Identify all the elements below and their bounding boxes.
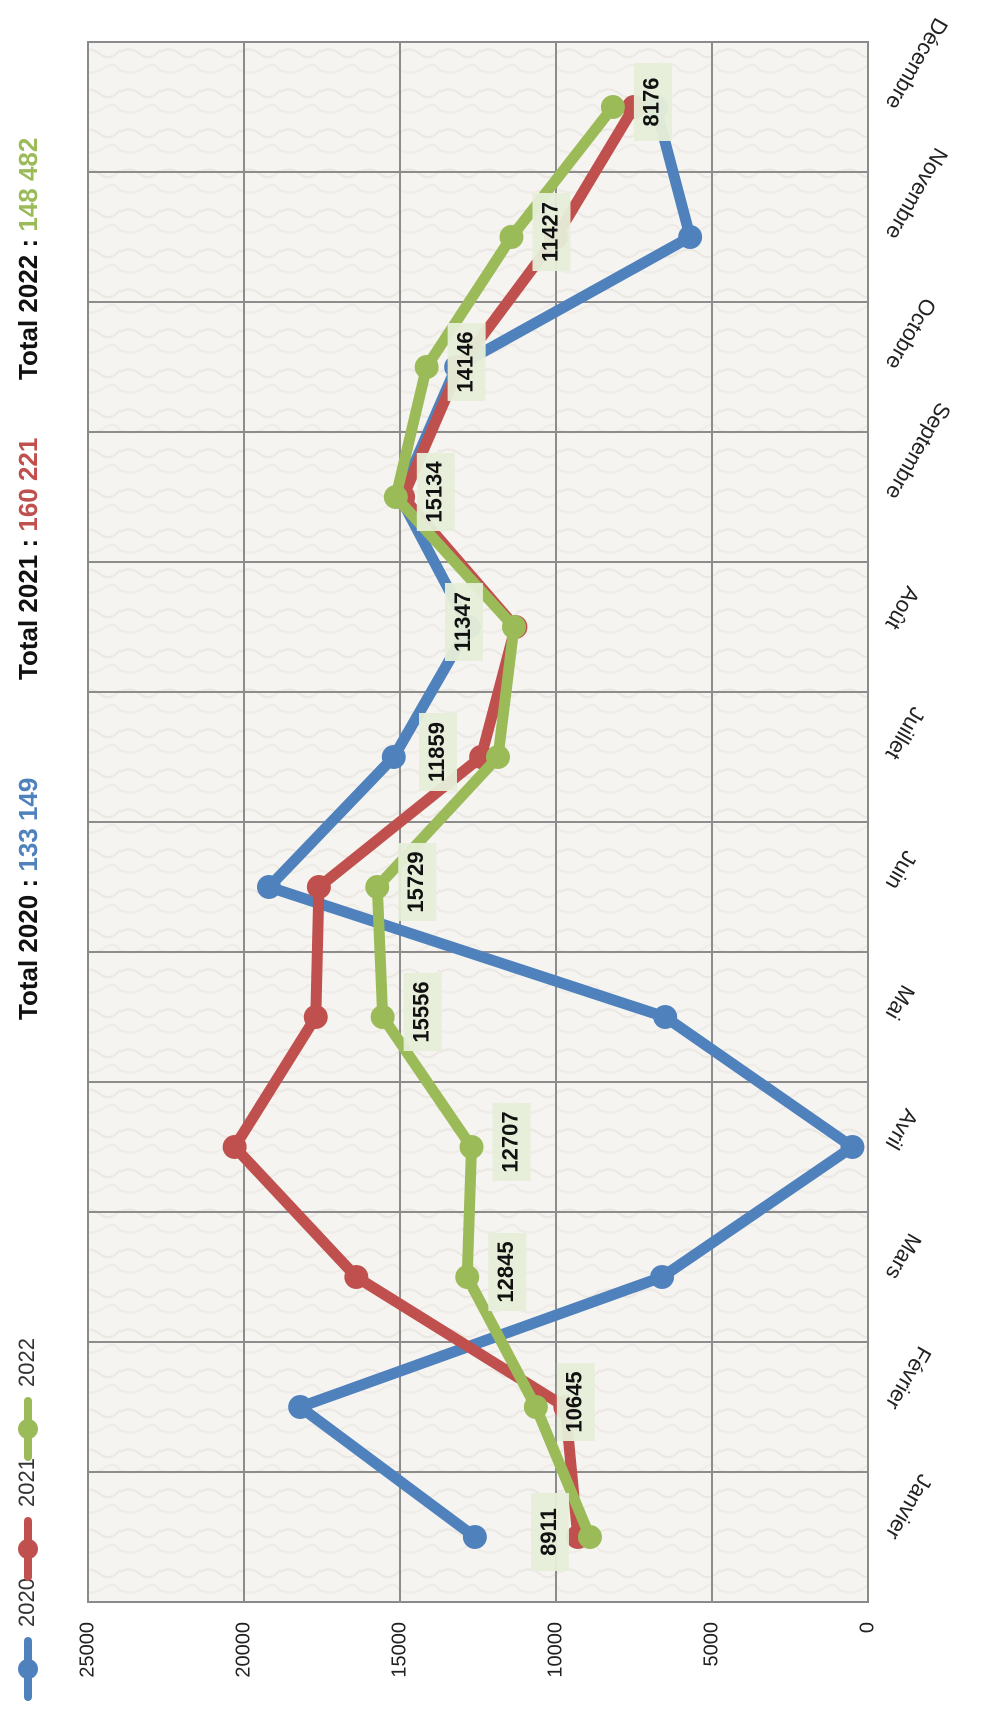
category-label: Juillet: [881, 703, 931, 764]
series-point-2022: [523, 1395, 548, 1419]
series-point-2020: [462, 1525, 487, 1549]
category-label: Décembre: [881, 14, 953, 114]
series-line-2022: [371, 101, 619, 1543]
legend-swatch-dot: [18, 1419, 38, 1439]
legend-label: 2021: [14, 1458, 39, 1507]
tick-label: 15000: [388, 1622, 410, 1678]
total-label: Total 2022 : 148 482: [13, 138, 43, 380]
data-label: 12845: [493, 1241, 518, 1302]
total-value: 160 221: [13, 438, 43, 532]
series-point-2021: [306, 875, 331, 899]
series-point-2021: [344, 1265, 369, 1289]
series-point-2022: [383, 485, 408, 509]
series-point-2021: [303, 1005, 328, 1029]
tick-label: 20000: [232, 1622, 254, 1678]
series-point-2020: [256, 875, 281, 899]
series-point-2022: [365, 875, 390, 899]
data-labels: 8911 10645 12845 12707 15556 15729 11859 11347 1…: [398, 63, 672, 1571]
series-point-2022: [485, 745, 510, 769]
data-label-box: [530, 1493, 569, 1571]
data-label-box: [556, 1363, 595, 1441]
category-label: Juin: [881, 847, 923, 894]
data-label-box: [416, 453, 455, 531]
category-label: Mai: [881, 981, 920, 1024]
data-label-box: [403, 973, 442, 1051]
data-label: 10645: [562, 1371, 587, 1432]
series-point-2022: [455, 1265, 480, 1289]
totals: Total 2020 : 133 149 Total 2021 : 160 221…: [13, 138, 43, 1020]
series-point-2022: [600, 95, 625, 119]
category-axis: Janvier Février Mars Avril Mai Juin Juillet Aoû…: [881, 14, 956, 1544]
series-point-2022: [459, 1135, 484, 1159]
legend-label: 2020: [14, 1578, 39, 1627]
series-point-2022: [414, 355, 439, 379]
series-point-2020: [650, 1265, 675, 1289]
data-label-box: [444, 583, 483, 661]
data-label: 15729: [403, 851, 428, 912]
legend-swatch-dot: [18, 1659, 38, 1679]
data-label: 8911: [536, 1508, 561, 1556]
category-label: Mars: [881, 1229, 927, 1284]
data-label: 12707: [497, 1111, 522, 1172]
data-label-box: [633, 63, 672, 141]
series-point-2021: [222, 1135, 247, 1159]
value-axis: 0 5000 10000 15000 20000 25000: [76, 1622, 878, 1678]
data-label: 11347: [450, 592, 475, 652]
data-label: 15134: [422, 461, 447, 523]
data-label-box: [398, 843, 437, 921]
series-point-2022: [370, 1005, 395, 1029]
tick-label: 0: [856, 1622, 878, 1633]
data-label-box: [418, 713, 457, 791]
data-label: 15556: [408, 981, 433, 1042]
total-prefix: Total 2021 :: [13, 532, 43, 680]
series-point-2022: [577, 1525, 602, 1549]
series-point-2020: [840, 1135, 865, 1159]
category-label: Août: [881, 582, 925, 634]
series-point-2020: [653, 1005, 678, 1029]
series-point-2020: [381, 745, 406, 769]
tick-label: 10000: [544, 1622, 566, 1678]
total-value: 133 149: [13, 778, 43, 872]
data-label: 8176: [639, 78, 664, 127]
gridlines: [88, 42, 868, 1602]
category-label: Septembre: [881, 398, 956, 504]
total-prefix: Total 2022 :: [13, 232, 43, 380]
tick-label: 5000: [700, 1622, 722, 1667]
total-prefix: Total 2020 :: [13, 872, 43, 1020]
data-label-box: [447, 323, 486, 401]
total-label: Total 2020 : 133 149: [13, 778, 43, 1020]
legend: 2020 2021 2022: [14, 1338, 39, 1701]
category-label: Avril: [881, 1105, 924, 1154]
series-point-2020: [288, 1395, 313, 1419]
series-line-2020: [263, 101, 858, 1543]
category-label: Janvier: [881, 1470, 938, 1544]
total-value: 148 482: [13, 138, 43, 232]
category-label: Février: [881, 1342, 937, 1414]
series-point-2020: [678, 225, 703, 249]
data-label: 14146: [452, 331, 477, 392]
tick-label: 25000: [76, 1622, 98, 1678]
category-label: Novembre: [881, 144, 953, 244]
series-point-2022: [501, 615, 526, 639]
total-label: Total 2021 : 160 221: [13, 438, 43, 680]
data-label: 11859: [424, 722, 449, 782]
data-label-box: [492, 1103, 531, 1181]
data-label: 11427: [537, 202, 562, 262]
series-point-2022: [499, 225, 524, 249]
legend-label: 2022: [14, 1338, 39, 1387]
data-label-box: [488, 1233, 527, 1311]
legend-swatch-dot: [18, 1539, 38, 1559]
data-label-box: [532, 193, 571, 271]
category-label: Octobre: [881, 294, 942, 374]
